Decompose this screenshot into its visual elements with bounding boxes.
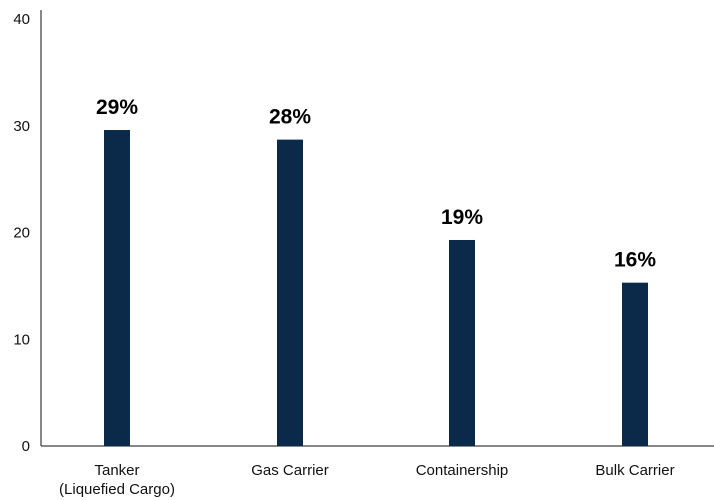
bars bbox=[104, 130, 648, 446]
x-category-label: Gas Carrier bbox=[251, 462, 329, 479]
y-tick-label: 30 bbox=[13, 118, 30, 135]
x-category-label: (Liquefied Cargo) bbox=[59, 481, 175, 498]
bar bbox=[622, 282, 648, 446]
bar-data-label: 28% bbox=[269, 106, 311, 129]
bar-data-label: 19% bbox=[441, 206, 483, 229]
bar-data-label: 16% bbox=[614, 249, 656, 272]
y-tick-label: 0 bbox=[22, 438, 30, 455]
bar bbox=[104, 130, 130, 446]
data-labels: 29% 28% 19% 16% bbox=[96, 96, 656, 272]
x-category-label: Containership bbox=[416, 462, 509, 479]
y-tick-label: 10 bbox=[13, 331, 30, 348]
bar bbox=[449, 239, 475, 446]
x-category-label: Tanker bbox=[94, 462, 139, 479]
x-category-label: Bulk Carrier bbox=[595, 462, 674, 479]
y-tick-label: 40 bbox=[13, 11, 30, 28]
y-axis: 0 10 20 30 40 bbox=[13, 10, 42, 455]
bar-data-label: 29% bbox=[96, 96, 138, 119]
bar bbox=[277, 139, 303, 446]
y-tick-label: 20 bbox=[13, 225, 30, 242]
x-axis: Tanker (Liquefied Cargo) Gas Carrier Contai… bbox=[41, 445, 714, 498]
